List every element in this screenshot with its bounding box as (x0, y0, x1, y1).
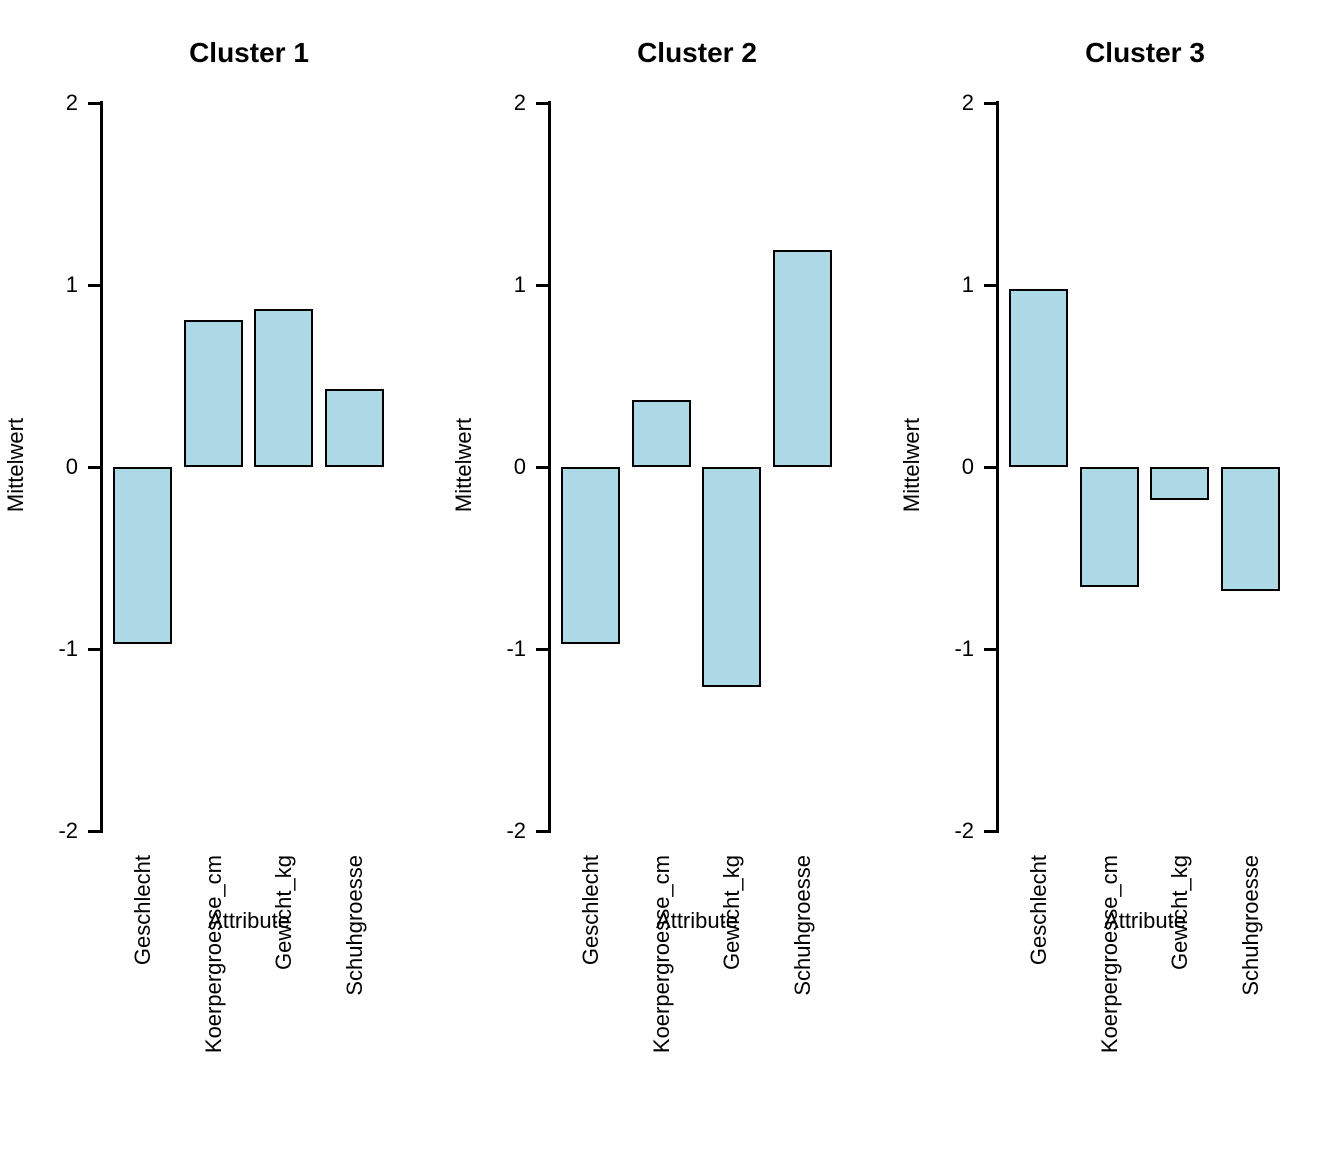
bar (632, 399, 691, 467)
x-tick-label: Geschlecht (577, 855, 603, 966)
bar (1150, 467, 1209, 500)
cluster-panel-1: Cluster 1 Mittelwert 2 1 0 -1 -2 Geschlecht Koer… (0, 0, 448, 1053)
y-tick-label: 2 (513, 90, 526, 115)
bar (1221, 467, 1280, 591)
bar (561, 467, 620, 644)
bar (184, 319, 243, 467)
chart-title: Cluster 3 (1085, 37, 1205, 68)
y-tick-label: -1 (954, 636, 974, 661)
x-tick-label: Schuhgroesse (789, 855, 815, 996)
y-tick-label: 2 (961, 90, 974, 115)
y-tick-mark (984, 829, 997, 833)
y-tick-label: -2 (58, 818, 78, 843)
cluster-panel-2: Cluster 2 Mittelwert 2 1 0 -1 -2 Geschlecht Koer… (448, 0, 896, 1053)
chart-title: Cluster 2 (637, 37, 757, 68)
y-tick-mark (88, 283, 101, 287)
y-tick-mark (536, 283, 549, 287)
y-tick-mark (536, 465, 549, 469)
y-tick-mark (984, 465, 997, 469)
y-tick-label: -2 (954, 818, 974, 843)
x-tick-label: Koerpergroesse_cm (1096, 855, 1122, 1054)
y-tick-label: -1 (506, 636, 526, 661)
y-tick-label: 1 (961, 272, 974, 297)
y-tick-mark (88, 101, 101, 105)
y-tick-label: 0 (961, 454, 974, 479)
x-tick-label: Koerpergroesse_cm (200, 855, 226, 1054)
y-tick-mark (536, 829, 549, 833)
y-tick-mark (984, 283, 997, 287)
bar (1080, 467, 1139, 588)
chart-title: Cluster 1 (189, 37, 309, 68)
x-axis-label: Attribute (1104, 908, 1186, 933)
bar (254, 308, 313, 467)
y-tick-label: 0 (65, 454, 78, 479)
y-tick-mark (88, 465, 101, 469)
x-tick-label: Geschlecht (1025, 855, 1051, 966)
y-axis-line (100, 101, 103, 833)
y-tick-label: 1 (513, 272, 526, 297)
bar (1009, 288, 1068, 467)
bar (325, 388, 384, 467)
x-tick-label: Gewicht_kg (270, 855, 296, 970)
y-tick-label: -1 (58, 636, 78, 661)
y-tick-label: -2 (506, 818, 526, 843)
bar (113, 467, 172, 644)
y-tick-mark (536, 101, 549, 105)
x-tick-label: Geschlecht (129, 855, 155, 966)
y-axis-line (548, 101, 551, 833)
x-tick-label: Gewicht_kg (718, 855, 744, 970)
y-tick-label: 0 (513, 454, 526, 479)
bar (702, 467, 761, 688)
y-tick-label: 2 (65, 90, 78, 115)
y-tick-mark (984, 101, 997, 105)
y-tick-mark (88, 647, 101, 651)
x-axis-label: Attribute (656, 908, 738, 933)
y-tick-mark (536, 647, 549, 651)
x-tick-label: Schuhgroesse (1237, 855, 1263, 996)
x-tick-label: Schuhgroesse (341, 855, 367, 996)
x-axis-label: Attribute (208, 908, 290, 933)
cluster-panel-3: Cluster 3 Mittelwert 2 1 0 -1 -2 Geschlecht Koer… (896, 0, 1344, 1053)
x-tick-label: Koerpergroesse_cm (648, 855, 674, 1054)
figure-canvas: { "figure": { "background": "#FFFFFF", "… (0, 0, 1344, 1054)
y-axis-line (996, 101, 999, 833)
x-tick-label: Gewicht_kg (1166, 855, 1192, 970)
y-tick-mark (984, 647, 997, 651)
y-tick-label: 1 (65, 272, 78, 297)
bar (773, 250, 832, 467)
y-tick-mark (88, 829, 101, 833)
